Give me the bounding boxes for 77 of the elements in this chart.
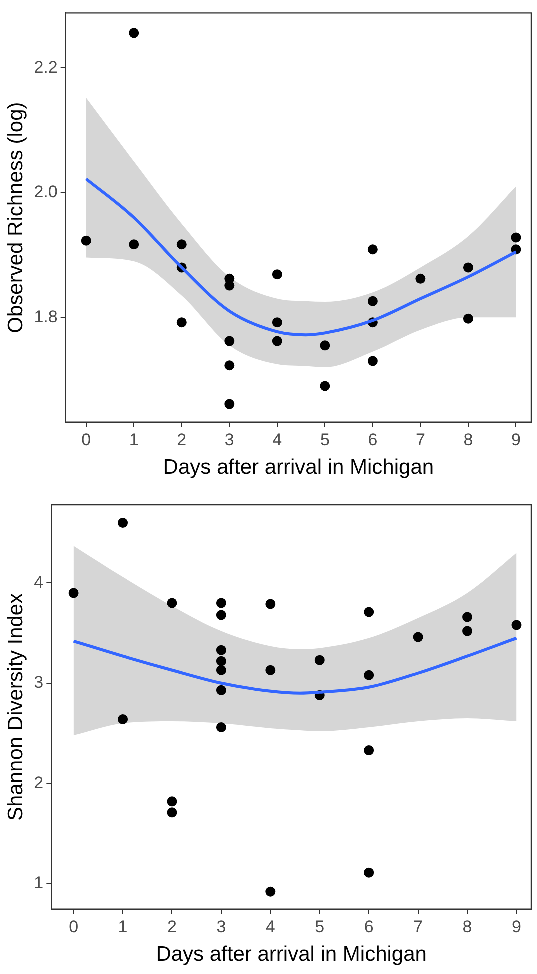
y-tick-label: 1.8 xyxy=(34,307,58,326)
x-tick-label: 6 xyxy=(368,430,378,450)
x-tick-label: 3 xyxy=(216,917,226,936)
point xyxy=(216,598,226,608)
point xyxy=(368,244,378,255)
point xyxy=(320,340,330,351)
point xyxy=(364,607,374,618)
x-tick-label: 0 xyxy=(69,917,79,936)
point xyxy=(463,314,474,324)
point xyxy=(216,656,226,666)
point xyxy=(167,796,178,807)
x-tick-label: 5 xyxy=(315,917,325,936)
x-tick-label: 0 xyxy=(82,430,92,450)
point xyxy=(216,685,226,696)
point xyxy=(167,598,178,608)
point xyxy=(462,612,473,622)
x-tick-label: 4 xyxy=(266,917,276,936)
point xyxy=(129,28,140,38)
point xyxy=(272,336,282,346)
x-tick-label: 4 xyxy=(272,430,282,450)
x-tick-label: 7 xyxy=(414,917,424,936)
x-tick-label: 7 xyxy=(416,430,426,450)
point xyxy=(463,262,474,273)
x-tick-label: 1 xyxy=(129,430,139,450)
x-tick-label: 2 xyxy=(167,917,177,936)
point xyxy=(416,274,426,284)
point xyxy=(368,356,378,366)
x-tick-label: 8 xyxy=(464,430,474,450)
point xyxy=(216,645,226,656)
y-axis-title: Observed Richness (log) xyxy=(4,102,28,334)
point xyxy=(266,665,276,676)
point xyxy=(167,808,178,818)
x-tick-label: 6 xyxy=(364,917,374,936)
point xyxy=(272,318,282,328)
point xyxy=(118,518,128,528)
point xyxy=(224,399,235,410)
y-tick-label: 1 xyxy=(34,874,44,893)
point xyxy=(320,381,330,392)
x-tick-label: 5 xyxy=(320,430,330,450)
point xyxy=(266,886,276,897)
point xyxy=(81,236,92,246)
x-tick-label: 8 xyxy=(462,917,472,936)
y-tick-label: 4 xyxy=(34,572,44,592)
x-tick-label: 9 xyxy=(512,917,522,936)
point xyxy=(68,588,79,598)
point xyxy=(216,610,226,620)
point xyxy=(462,626,473,636)
point xyxy=(216,722,226,732)
point xyxy=(224,336,235,346)
point xyxy=(364,746,374,756)
point xyxy=(224,280,235,291)
point xyxy=(364,670,374,680)
x-axis-title: Days after arrival in Michigan xyxy=(163,456,434,480)
point xyxy=(129,240,140,250)
y-tick-label: 2.2 xyxy=(34,58,58,77)
point xyxy=(216,665,226,676)
x-axis-title: Days after arrival in Michigan xyxy=(156,943,427,966)
y-tick-label: 2.0 xyxy=(34,182,58,202)
point xyxy=(118,714,128,724)
point xyxy=(314,655,325,666)
x-tick-label: 3 xyxy=(224,430,234,450)
point xyxy=(364,868,374,878)
y-tick-label: 2 xyxy=(34,773,44,792)
x-tick-label: 2 xyxy=(177,430,187,450)
point xyxy=(176,240,187,250)
x-tick-label: 9 xyxy=(511,430,521,450)
point xyxy=(176,318,187,328)
point xyxy=(272,270,282,280)
point xyxy=(368,296,378,306)
point xyxy=(413,632,424,642)
point xyxy=(512,620,522,630)
point xyxy=(224,360,235,371)
x-tick-label: 1 xyxy=(118,917,128,936)
point xyxy=(511,232,522,243)
point xyxy=(266,599,276,610)
y-axis-title: Shannon Diversity Index xyxy=(4,592,28,822)
y-tick-label: 3 xyxy=(34,673,44,692)
